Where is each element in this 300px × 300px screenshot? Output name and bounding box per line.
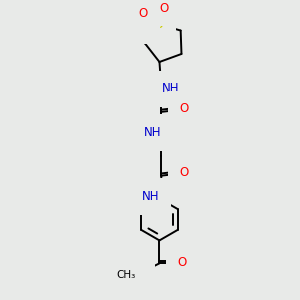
Text: NH: NH <box>144 126 161 139</box>
Text: NH: NH <box>162 82 179 95</box>
Text: O: O <box>180 102 189 115</box>
Text: NH: NH <box>142 190 159 203</box>
Text: S: S <box>154 18 162 31</box>
Text: O: O <box>134 263 143 276</box>
Text: O: O <box>180 166 189 179</box>
Text: CH₃: CH₃ <box>116 270 135 280</box>
Text: O: O <box>160 2 169 15</box>
Text: O: O <box>178 256 187 269</box>
Text: O: O <box>139 7 148 20</box>
